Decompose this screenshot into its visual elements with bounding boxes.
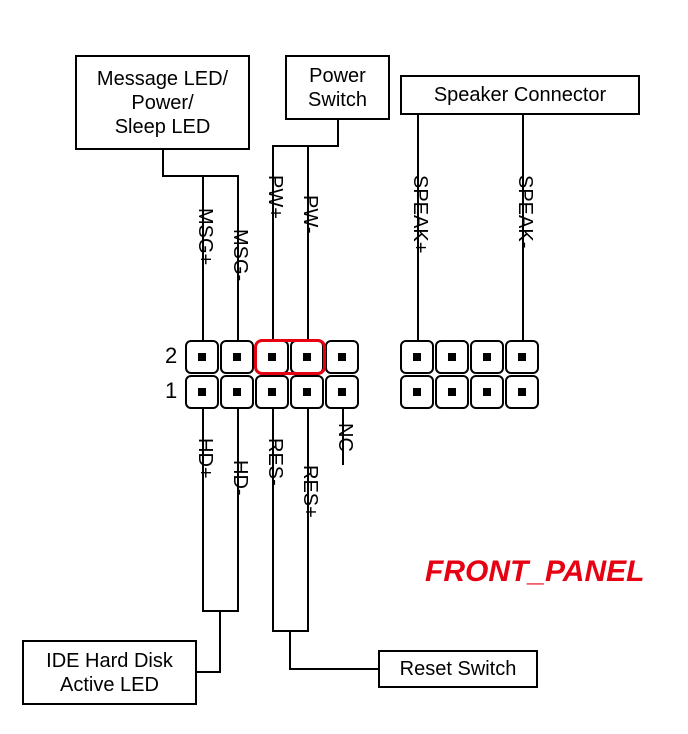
connector-line bbox=[307, 409, 309, 630]
callout-speaker: Speaker Connector bbox=[400, 75, 640, 115]
diagram-title: FRONT_PANEL bbox=[425, 555, 644, 589]
callout-line: Active LED bbox=[60, 673, 159, 697]
connector-line bbox=[307, 145, 309, 340]
connector-line bbox=[219, 610, 221, 673]
pin-1-4 bbox=[290, 375, 324, 409]
pin-1-1 bbox=[185, 375, 219, 409]
pin-1-3 bbox=[255, 375, 289, 409]
label-speak-minus: SPEAK- bbox=[513, 175, 536, 248]
label-res-minus: RES- bbox=[263, 438, 286, 486]
highlight-box bbox=[254, 339, 326, 375]
pin-spk-2-3 bbox=[470, 340, 504, 374]
pin-1-2 bbox=[220, 375, 254, 409]
callout-line: IDE Hard Disk bbox=[46, 649, 173, 673]
callout-line: Power bbox=[309, 64, 366, 88]
pin-spk-1-4 bbox=[505, 375, 539, 409]
connector-line bbox=[289, 630, 291, 668]
callout-message-led: Message LED/ Power/ Sleep LED bbox=[75, 55, 250, 150]
connector-line bbox=[237, 409, 239, 610]
pin-2-2 bbox=[220, 340, 254, 374]
pin-spk-1-1 bbox=[400, 375, 434, 409]
row-label-1: 1 bbox=[165, 378, 177, 404]
connector-line bbox=[289, 668, 378, 670]
connector-line bbox=[162, 150, 164, 175]
label-hd-minus: HD- bbox=[228, 460, 251, 496]
callout-hdd-led: IDE Hard Disk Active LED bbox=[22, 640, 197, 705]
callout-power-switch: Power Switch bbox=[285, 55, 390, 120]
row-label-2: 2 bbox=[165, 343, 177, 369]
pin-spk-1-3 bbox=[470, 375, 504, 409]
label-pw-minus: PW- bbox=[298, 195, 321, 234]
pin-spk-2-4 bbox=[505, 340, 539, 374]
pin-2-1 bbox=[185, 340, 219, 374]
callout-line: Power/ bbox=[131, 91, 193, 115]
connector-line bbox=[337, 120, 339, 145]
label-res-plus: RES+ bbox=[298, 465, 321, 518]
connector-line bbox=[162, 175, 239, 177]
callout-line: Message LED/ bbox=[97, 67, 228, 91]
pin-1-5 bbox=[325, 375, 359, 409]
label-nc: NC bbox=[333, 423, 356, 452]
pin-spk-2-1 bbox=[400, 340, 434, 374]
callout-line: Speaker Connector bbox=[434, 83, 606, 107]
callout-line: Sleep LED bbox=[115, 115, 211, 139]
pin-spk-1-2 bbox=[435, 375, 469, 409]
label-speak-plus: SPEAK+ bbox=[408, 175, 431, 253]
callout-line: Switch bbox=[308, 88, 367, 112]
label-msg-plus: MSG+ bbox=[193, 208, 216, 265]
pin-spk-2-2 bbox=[435, 340, 469, 374]
callout-reset: Reset Switch bbox=[378, 650, 538, 688]
connector-line bbox=[197, 671, 221, 673]
callout-line: Reset Switch bbox=[400, 657, 517, 681]
label-pw-plus: PW+ bbox=[263, 175, 286, 219]
connector-line bbox=[272, 145, 339, 147]
label-msg-minus: MSG- bbox=[228, 229, 251, 281]
pin-2-5 bbox=[325, 340, 359, 374]
label-hd-plus: HD+ bbox=[193, 438, 216, 479]
